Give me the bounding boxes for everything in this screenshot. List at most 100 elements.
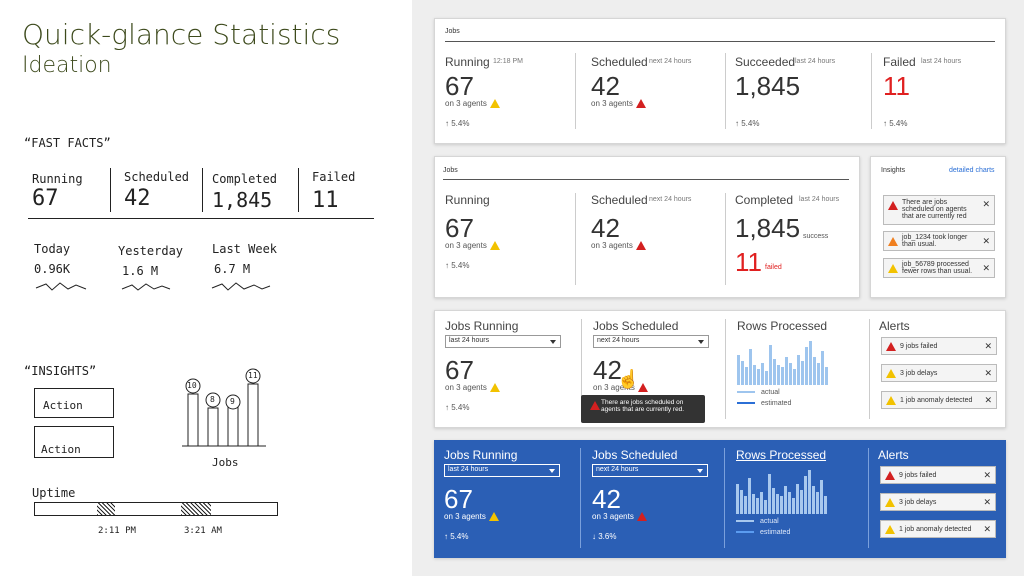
chart-bar [749,349,752,385]
sketch-yesterday-label: Yesterday [118,244,184,258]
alert-item[interactable]: 9 jobs failed ✕ [881,337,997,355]
hand-cursor-icon: ☝ [617,369,640,389]
close-icon[interactable]: ✕ [983,523,991,534]
sketch-action-label: Action [43,399,83,412]
sketch-squiggles [35,282,271,291]
legend-actual: actual [736,518,779,525]
detailed-charts-link[interactable]: detailed charts [949,167,995,174]
alert-item[interactable]: 9 jobs failed ✕ [880,466,996,484]
insight-item[interactable]: job_56789 processed fewer rows than usua… [883,258,995,278]
succeeded-time: last 24 hours [795,58,836,65]
select-value: next 24 hours [597,337,640,344]
alert-text: 1 job anomaly detected [899,525,972,533]
sketch-action-box: Action [34,426,114,458]
scheduled-value: 42 [591,71,620,101]
scheduled-range-select[interactable]: next 24 hours [592,464,708,477]
close-icon[interactable]: ✕ [982,199,990,209]
chart-bar [793,369,796,385]
sketch-fast-facts: “FAST FACTS” [24,136,111,150]
warning-icon [885,524,895,534]
running-value: 67 [445,71,474,101]
running-range-select[interactable]: last 24 hours [445,335,561,348]
alert-item[interactable]: 1 job anomaly detected ✕ [880,520,996,538]
chart-bar [805,347,808,385]
scheduled-range-select[interactable]: next 24 hours [593,335,709,348]
chart-bar [797,355,800,385]
alert-item[interactable]: 3 job delays ✕ [881,364,997,382]
chart-bar [784,486,787,514]
failed-label: failed [765,264,782,271]
warning-icon [888,236,898,246]
chart-bar [760,492,763,514]
column-divider [871,53,872,129]
error-icon [888,201,898,210]
close-icon[interactable]: ✕ [984,340,992,351]
column-divider [869,319,870,419]
close-icon[interactable]: ✕ [982,235,990,246]
sketch-bubble-label: 8 [210,395,215,404]
scheduled-value: 42 [592,484,621,514]
scheduled-label: Scheduled [591,193,648,207]
card-header: Jobs [443,167,458,174]
column-divider [724,448,725,548]
alert-item[interactable]: 3 job delays ✕ [880,493,996,511]
running-range-select[interactable]: last 24 hours [444,464,560,477]
legend-label: estimated [761,400,792,407]
error-icon [885,470,895,480]
sketch-last-week-label: Last Week [212,242,278,256]
tooltip: There are jobs scheduled on agents that … [581,395,705,423]
chart-bar [824,496,827,514]
sketch-underline [28,218,374,219]
warning-icon [489,99,500,109]
insight-item[interactable]: There are jobs scheduled on agents that … [883,195,995,225]
sketch-failed-label: Failed [312,170,356,184]
chart-bar [781,367,784,385]
succeeded-label: Succeeded [735,55,796,69]
insight-item[interactable]: job_1234 took longer than usual. ✕ [883,231,995,251]
succeeded-trend: ↑ 5.4% [735,119,760,128]
chart-bar [737,355,740,385]
close-icon[interactable]: ✕ [983,469,991,480]
close-icon[interactable]: ✕ [984,394,992,405]
completed-value: 1,845 [735,213,801,243]
chart-bar [812,486,815,514]
sketch-divider [298,168,299,212]
chart-bar [744,496,747,514]
warning-icon [888,263,898,273]
succeeded-value: 1,845 [735,71,801,101]
failed-time: last 24 hours [921,58,962,65]
jobs-card-v4: Jobs Running last 24 hours 67 on 3 agent… [434,440,1006,558]
warning-icon [488,512,499,522]
close-icon[interactable]: ✕ [983,496,991,507]
column-divider [581,319,582,419]
alert-text: 3 job delays [899,498,937,506]
sketch-running-label: Running [32,172,83,186]
sketch-scheduled-value: 42 [124,186,151,211]
sketch-bubble-label: 10 [187,381,197,390]
close-icon[interactable]: ✕ [982,262,990,273]
select-value: next 24 hours [596,466,639,473]
card-header: Jobs [445,28,460,35]
legend-label: estimated [760,529,791,536]
rows-bar-chart [736,464,827,514]
scheduled-value: 42 [593,355,622,385]
error-icon [636,512,647,522]
legend-swatch [736,520,754,523]
chart-bar [753,365,756,385]
chevron-down-icon [697,469,703,473]
alert-text: 1 job anomaly detected [900,396,973,404]
alerts-label: Alerts [879,319,910,333]
card-header-rule [443,179,849,180]
scheduled-time: next 24 hours [649,196,692,203]
running-value: 67 [445,213,474,243]
sketch-time-label: 3:21 AM [184,526,222,536]
sketch-running-value: 67 [32,186,59,211]
sketch-uptime-gap [97,503,115,515]
chart-bar [825,367,828,385]
tooltip-text: There are jobs scheduled on agents that … [601,399,685,413]
column-divider [725,193,726,285]
close-icon[interactable]: ✕ [984,367,992,378]
rows-processed-link[interactable]: Rows Processed [736,448,827,462]
scheduled-agents: on 3 agents [592,512,647,522]
alert-item[interactable]: 1 job anomaly detected ✕ [881,391,997,409]
